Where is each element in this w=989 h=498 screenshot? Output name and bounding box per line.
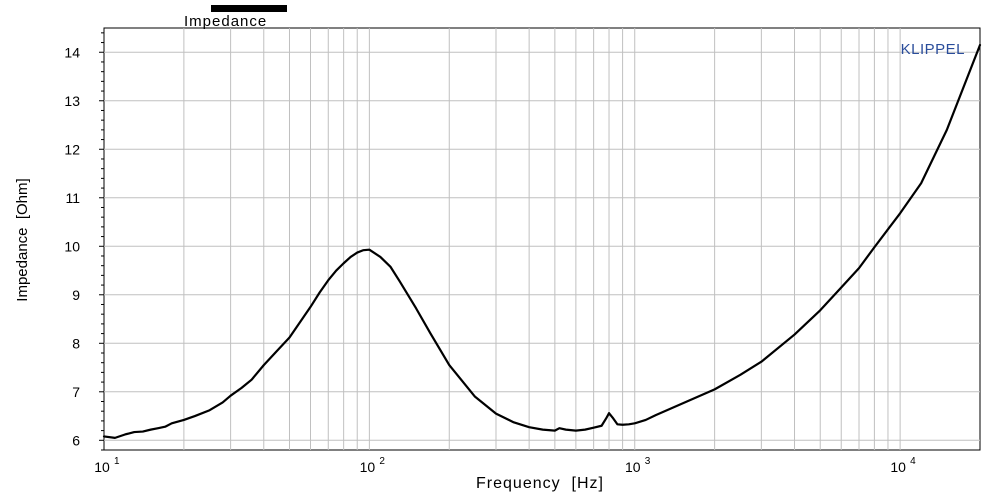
x-tick-label-base: 10 (94, 459, 110, 475)
x-tick-label: 10 3 (625, 456, 651, 475)
y-tick-label: 10 (64, 238, 80, 254)
y-tick-label: 9 (72, 287, 80, 303)
plot-frame (103, 27, 981, 451)
y-tick-marks (99, 32, 104, 451)
klippel-watermark: KLIPPEL (901, 41, 965, 58)
legend-swatch-impedance (211, 5, 287, 12)
y-tick-label: 7 (72, 384, 80, 400)
x-tick-label-exponent: 4 (910, 456, 916, 467)
x-tick-label: 10 4 (890, 456, 916, 475)
series-line-impedance (102, 43, 982, 439)
x-axis-title: Frequency [Hz] (476, 475, 604, 492)
y-tick-label: 12 (64, 141, 80, 157)
x-tick-label: 10 2 (360, 456, 386, 475)
y-tick-labels: 6 7 8 9 10 11 12 13 14 (64, 44, 80, 448)
y-tick-label: 14 (64, 44, 80, 60)
y-tick-label: 13 (64, 93, 80, 109)
x-tick-label-exponent: 3 (645, 456, 651, 467)
x-tick-label-base: 10 (625, 459, 641, 475)
x-tick-label-exponent: 2 (379, 456, 385, 467)
x-tick-labels: 10 1 10 2 10 3 10 4 (94, 456, 916, 475)
y-tick-label: 11 (65, 190, 80, 206)
grid-lines (104, 28, 980, 450)
y-axis-title: Impedance [Ohm] (14, 178, 31, 301)
x-tick-label-base: 10 (890, 459, 906, 475)
y-tick-label: 8 (72, 335, 80, 351)
x-tick-label: 10 1 (94, 456, 120, 475)
legend-label-impedance: Impedance (184, 13, 267, 30)
y-tick-label: 6 (72, 432, 80, 448)
x-tick-label-base: 10 (360, 459, 376, 475)
x-tick-label-exponent: 1 (114, 456, 120, 467)
